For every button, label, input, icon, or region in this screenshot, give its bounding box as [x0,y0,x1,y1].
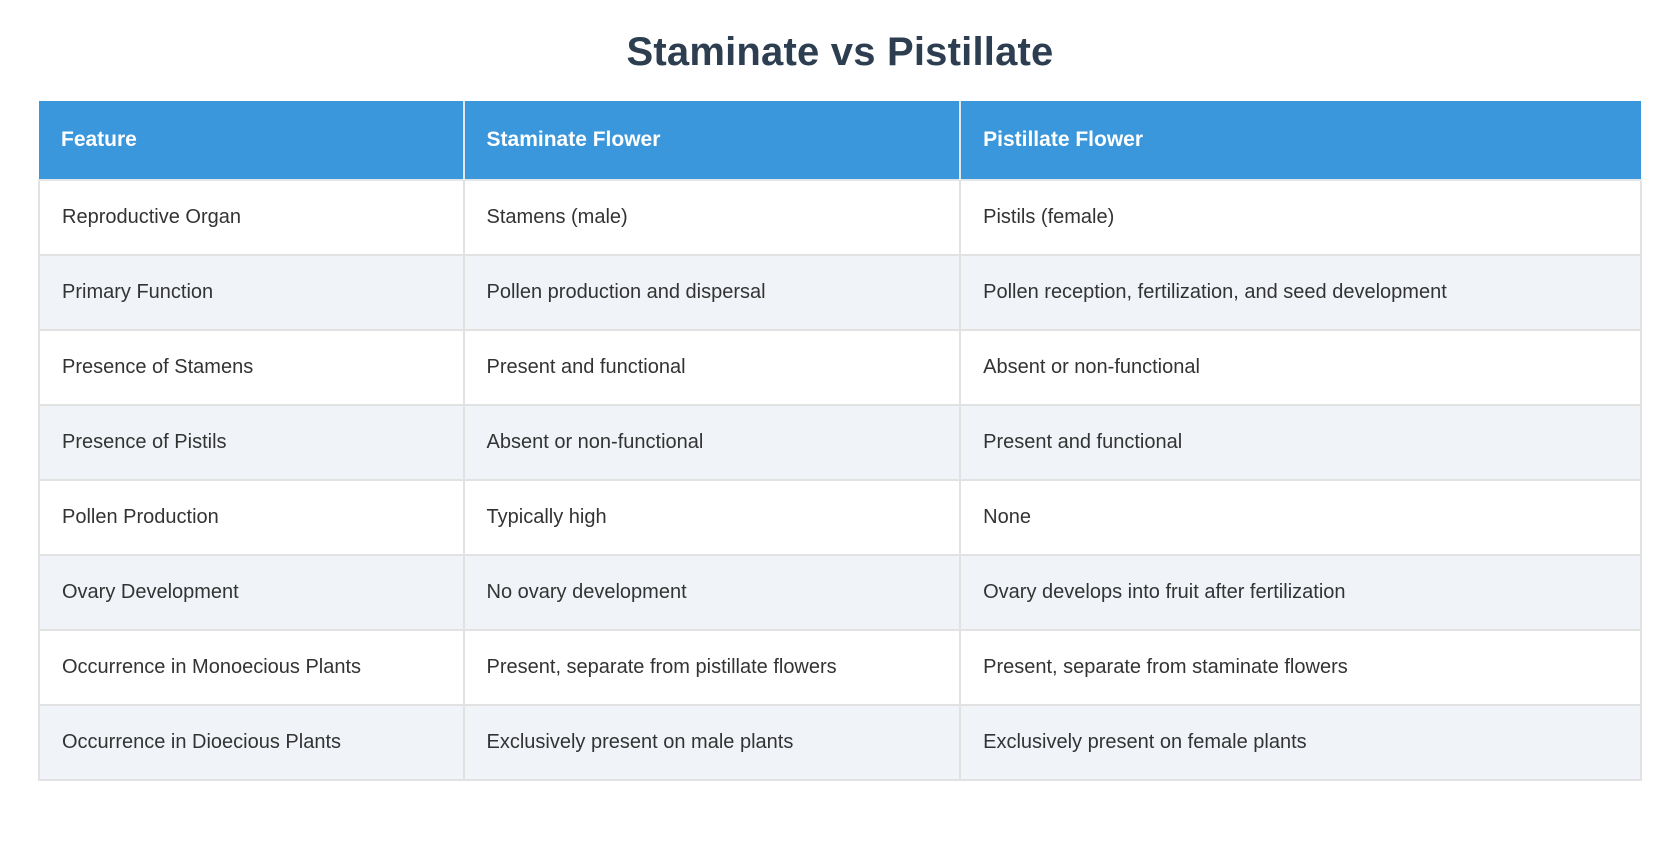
pistillate-cell: Exclusively present on female plants [959,704,1642,781]
column-header-staminate: Staminate Flower [462,101,962,181]
staminate-cell: Typically high [462,479,962,556]
pistillate-cell: Ovary develops into fruit after fertiliz… [959,554,1642,631]
feature-cell: Occurrence in Dioecious Plants [38,704,465,781]
page-title: Staminate vs Pistillate [626,30,1054,74]
feature-cell: Pollen Production [38,479,465,556]
table-row: Occurrence in Monoecious Plants Present,… [38,629,1642,706]
feature-cell: Occurrence in Monoecious Plants [38,629,465,706]
staminate-cell: Exclusively present on male plants [462,704,962,781]
pistillate-cell: Absent or non-functional [959,329,1642,406]
staminate-cell: Absent or non-functional [462,404,962,481]
pistillate-cell: Pistils (female) [959,179,1642,256]
column-header-feature: Feature [39,101,465,181]
table-row: Occurrence in Dioecious Plants Exclusive… [38,704,1642,781]
feature-cell: Reproductive Organ [38,179,465,256]
table-row: Presence of Stamens Present and function… [38,329,1642,406]
pistillate-cell: None [959,479,1642,556]
comparison-table: Feature Staminate Flower Pistillate Flow… [38,101,1642,781]
feature-cell: Primary Function [38,254,465,331]
feature-cell: Presence of Pistils [38,404,465,481]
table-row: Reproductive Organ Stamens (male) Pistil… [38,179,1642,256]
pistillate-cell: Present, separate from staminate flowers [959,629,1642,706]
table-body: Reproductive Organ Stamens (male) Pistil… [38,179,1642,781]
staminate-cell: Present and functional [462,329,962,406]
table-row: Presence of Pistils Absent or non-functi… [38,404,1642,481]
feature-cell: Presence of Stamens [38,329,465,406]
staminate-cell: Stamens (male) [462,179,962,256]
pistillate-cell: Present and functional [959,404,1642,481]
table-row: Ovary Development No ovary development O… [38,554,1642,631]
table-row: Primary Function Pollen production and d… [38,254,1642,331]
pistillate-cell: Pollen reception, fertilization, and see… [959,254,1642,331]
header-row: Feature Staminate Flower Pistillate Flow… [39,101,1641,181]
staminate-cell: Pollen production and dispersal [462,254,962,331]
table-header: Feature Staminate Flower Pistillate Flow… [39,101,1641,181]
column-header-pistillate: Pistillate Flower [959,101,1641,181]
staminate-cell: Present, separate from pistillate flower… [462,629,962,706]
feature-cell: Ovary Development [38,554,465,631]
table-row: Pollen Production Typically high None [38,479,1642,556]
staminate-cell: No ovary development [462,554,962,631]
